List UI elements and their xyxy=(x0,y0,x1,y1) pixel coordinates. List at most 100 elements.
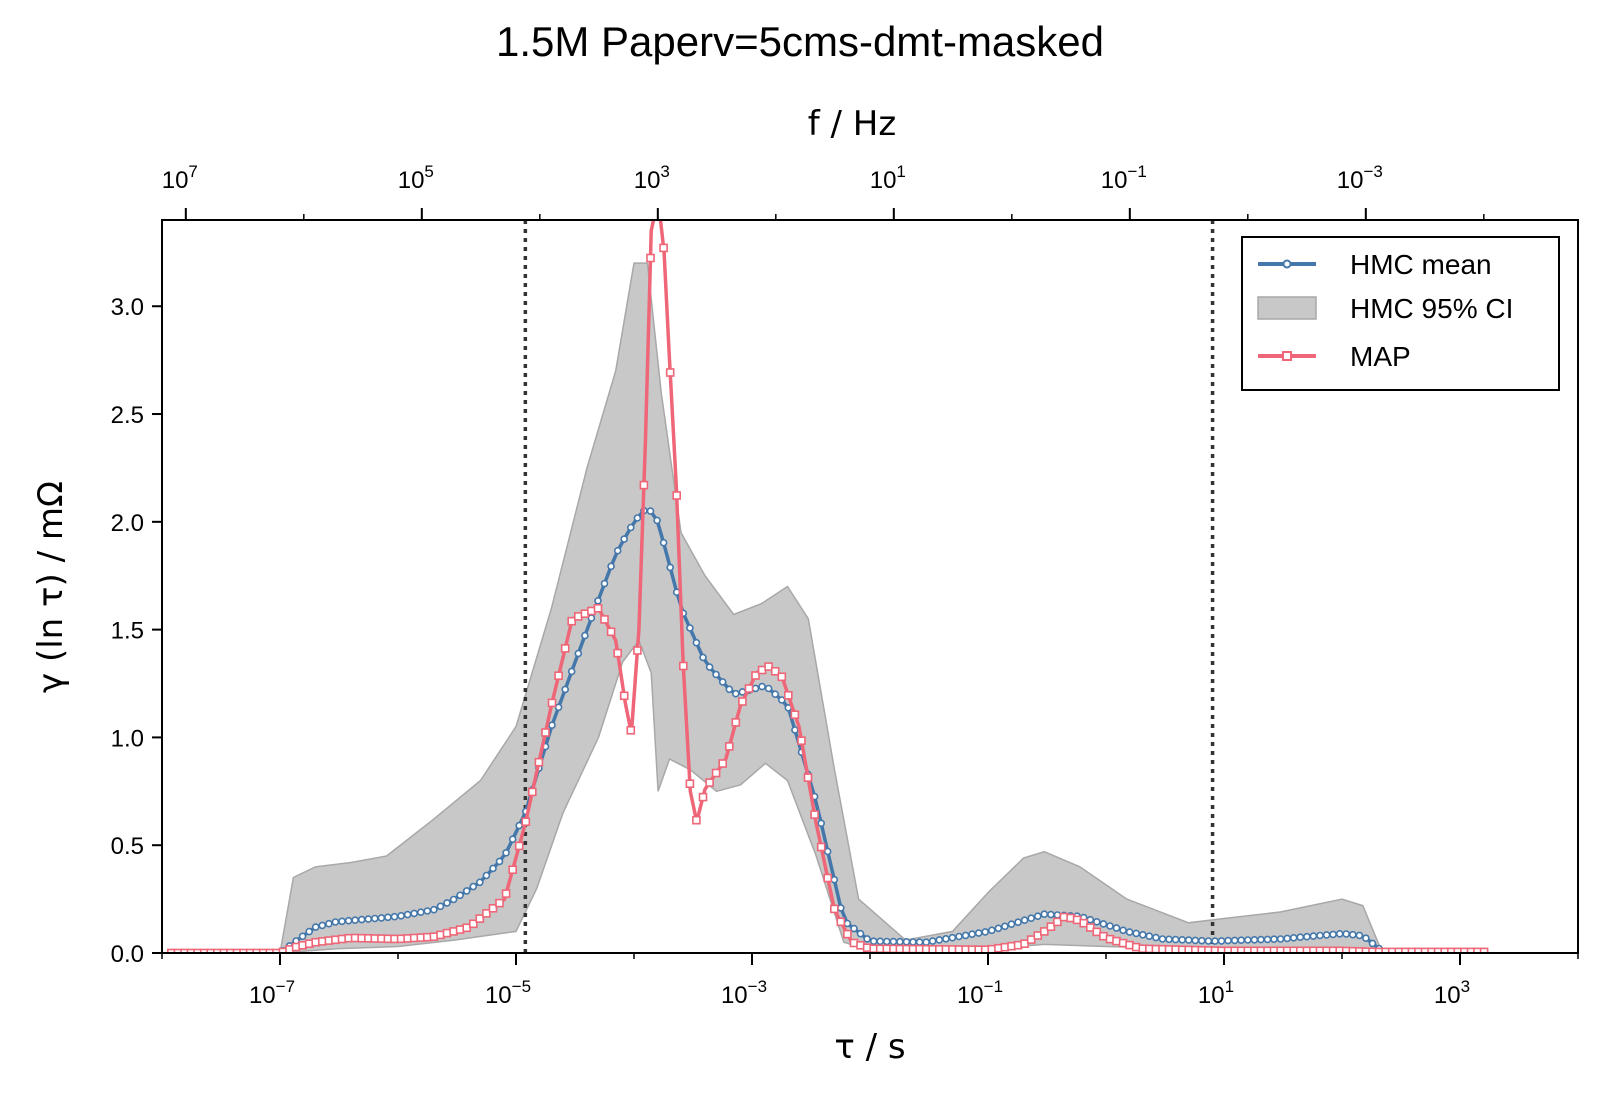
top-x-tick-label-3: 101 xyxy=(870,162,906,194)
legend-hmc-mean-label: HMC mean xyxy=(1350,249,1492,280)
hmc-mean-point-181 xyxy=(1355,931,1364,940)
hmc-mean-point-115 xyxy=(922,938,931,947)
hmc-mean-point-36 xyxy=(403,910,412,919)
map-point-74 xyxy=(654,200,661,207)
y-tick-label-4: 2.0 xyxy=(111,510,144,537)
map-point-8 xyxy=(219,948,229,953)
hmc-mean-point-160 xyxy=(1217,937,1226,945)
hmc-mean-point-125 xyxy=(987,926,996,935)
ci-band xyxy=(279,262,1384,953)
hmc-mean-point-150 xyxy=(1152,933,1160,942)
x-tick-label-0: 10−7 xyxy=(249,977,295,1009)
hmc-mean-point-33 xyxy=(384,913,392,922)
map-point-49 xyxy=(488,903,498,913)
hmc-mean-point-48 xyxy=(482,871,491,880)
hmc-mean-point-83 xyxy=(712,670,720,679)
legend: HMC mean HMC 95% CI MAP xyxy=(1241,236,1560,391)
map-point-89 xyxy=(751,671,760,680)
map-point-5 xyxy=(199,948,209,953)
x-axis-label: τ / s xyxy=(834,1027,905,1067)
y-tick-label-3: 1.5 xyxy=(111,618,144,645)
hmc-mean-point-24 xyxy=(325,919,333,928)
map-point-71 xyxy=(633,646,642,655)
legend-hmc-mean-marker xyxy=(1282,259,1292,269)
hmc-mean-point-85 xyxy=(725,685,734,694)
hmc-mean-point-90 xyxy=(758,682,766,691)
hmc-mean-point-104 xyxy=(850,924,858,933)
legend-ci-patch xyxy=(1257,296,1317,320)
hmc-mean-point-126 xyxy=(994,924,1003,933)
plot-area xyxy=(167,200,1489,953)
y-tick-label-5: 2.5 xyxy=(111,402,144,429)
map-point-12 xyxy=(245,948,255,953)
map-point-95 xyxy=(790,710,800,720)
chart-title: 1.5M Paperv=5cms-dmt-masked xyxy=(496,18,1104,65)
hmc-mean-point-129 xyxy=(1014,918,1022,927)
hmc-mean-point-149 xyxy=(1145,932,1154,941)
hmc-mean-point-61 xyxy=(567,667,576,676)
axes: 0.0 0.5 1.0 1.5 2.0 2.5 3.0 10−7 10−5 10−3 10−1 101… xyxy=(111,162,1579,1009)
top-x-tick-label-5: 10−3 xyxy=(1337,162,1383,194)
hmc-mean-point-159 xyxy=(1211,937,1219,945)
hmc-mean-point-166 xyxy=(1257,935,1265,944)
map-point-47 xyxy=(475,914,485,923)
hmc-mean-point-69 xyxy=(620,535,629,543)
hmc-mean-point-117 xyxy=(935,936,944,944)
hmc-mean-point-145 xyxy=(1119,926,1127,935)
hmc-mean-point-118 xyxy=(942,934,950,943)
hmc-mean-point-43 xyxy=(449,895,458,904)
hmc-mean-point-176 xyxy=(1322,931,1331,939)
hmc-mean-point-35 xyxy=(397,911,405,920)
map-point-68 xyxy=(613,648,623,658)
hmc-mean-point-91 xyxy=(764,684,773,693)
hmc-mean-point-120 xyxy=(955,932,963,941)
map-point-134 xyxy=(1046,922,1056,932)
map-point-84 xyxy=(718,759,728,768)
map-point-66 xyxy=(600,615,609,624)
hmc-mean-point-122 xyxy=(968,930,976,939)
hmc-mean-point-158 xyxy=(1204,937,1213,945)
hmc-mean-point-130 xyxy=(1020,916,1029,925)
hmc-mean-point-100 xyxy=(823,847,832,856)
hmc-mean-point-40 xyxy=(430,905,438,914)
map-point-70 xyxy=(626,725,636,735)
hmc-mean-point-112 xyxy=(902,937,911,946)
hmc-mean-point-39 xyxy=(423,907,432,915)
hmc-mean-point-68 xyxy=(613,546,622,555)
hmc-mean-point-161 xyxy=(1224,936,1232,945)
hmc-mean-point-154 xyxy=(1178,935,1186,944)
map-point-4 xyxy=(193,948,202,953)
hmc-mean-point-140 xyxy=(1086,915,1095,924)
hmc-mean-point-169 xyxy=(1276,935,1285,943)
map-point-3 xyxy=(186,948,196,953)
map-point-53 xyxy=(514,841,524,851)
hmc-mean-point-73 xyxy=(646,507,655,515)
hmc-mean-point-124 xyxy=(981,928,990,936)
hmc-mean-point-38 xyxy=(416,908,425,917)
legend-ci-label: HMC 95% CI xyxy=(1350,293,1513,324)
hmc-mean-point-41 xyxy=(436,902,445,911)
hmc-mean-point-59 xyxy=(554,703,563,712)
hmc-mean-point-28 xyxy=(351,916,359,925)
map-point-93 xyxy=(777,672,787,682)
map-point-85 xyxy=(724,742,734,751)
hmc-mean-point-26 xyxy=(338,917,346,926)
map-point-11 xyxy=(239,948,248,953)
y-axis-label: γ (ln τ) / mΩ xyxy=(31,481,71,693)
hmc-mean-point-47 xyxy=(475,878,484,887)
map-point-102 xyxy=(836,917,846,927)
hmc-mean-point-79 xyxy=(686,624,694,632)
map-point-51 xyxy=(501,889,511,898)
hmc-mean-point-101 xyxy=(830,875,839,884)
map-point-80 xyxy=(692,815,701,825)
map-point-78 xyxy=(678,661,688,671)
map-point-79 xyxy=(685,779,695,789)
map-point-65 xyxy=(593,603,603,613)
map-point-77 xyxy=(672,491,682,500)
hmc-mean-point-71 xyxy=(633,514,642,522)
map-point-73 xyxy=(646,253,655,263)
hmc-mean-point-80 xyxy=(692,638,701,647)
hmc-mean-point-141 xyxy=(1093,917,1101,926)
hmc-mean-point-114 xyxy=(915,938,924,946)
map-point-99 xyxy=(816,842,826,852)
